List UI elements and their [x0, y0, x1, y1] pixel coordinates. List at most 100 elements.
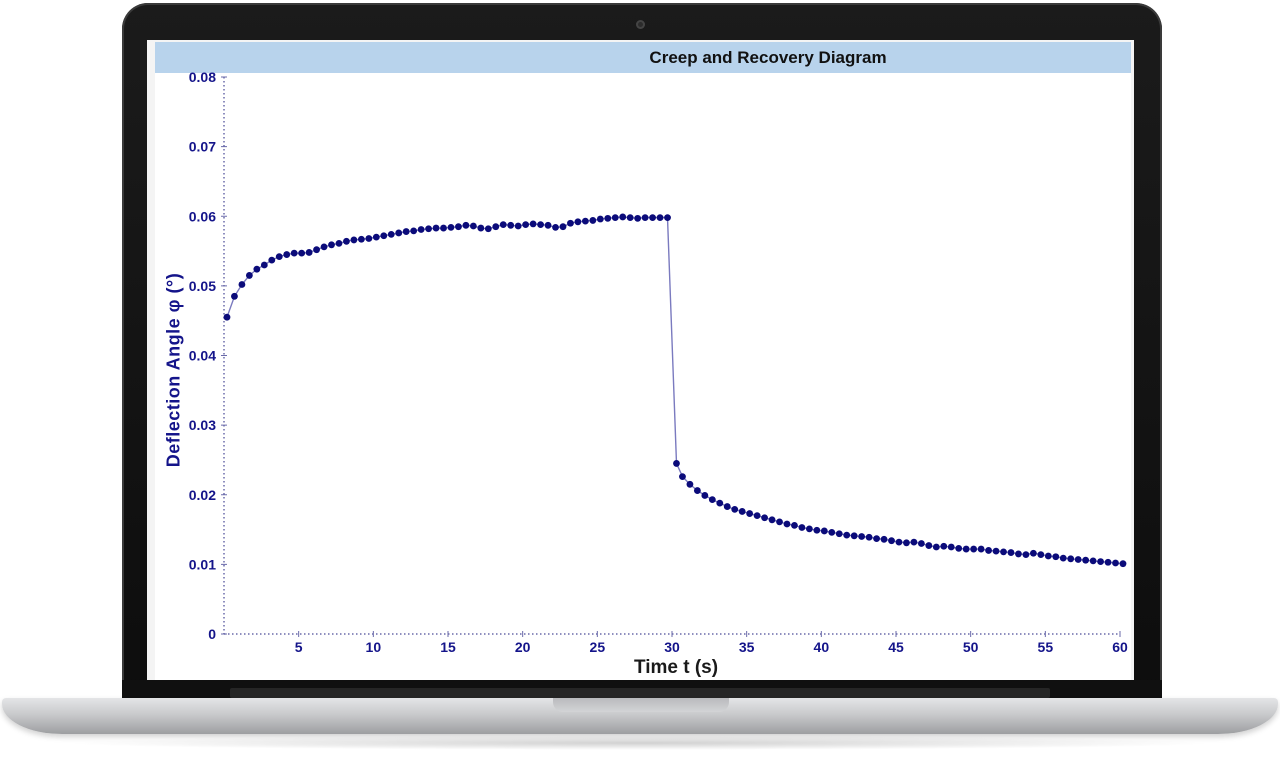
data-point [290, 249, 298, 257]
data-point [932, 543, 940, 551]
data-point [529, 220, 537, 228]
x-tick-label: 30 [664, 639, 680, 655]
x-axis-label: Time t (s) [633, 657, 719, 678]
data-point [641, 214, 649, 222]
data-point [723, 503, 731, 510]
data-point [895, 538, 903, 546]
data-point [686, 480, 694, 488]
laptop-opening-notch [553, 698, 729, 712]
data-point [761, 514, 768, 522]
data-point [589, 217, 597, 224]
data-point [903, 539, 910, 547]
data-point [432, 224, 440, 232]
data-point [507, 221, 515, 229]
plot-background [155, 73, 1131, 680]
data-point [746, 510, 754, 517]
data-point [753, 512, 761, 520]
data-point [1082, 556, 1090, 564]
data-point [1015, 550, 1022, 558]
data-point [985, 547, 992, 554]
data-point [268, 256, 276, 264]
data-point [858, 533, 866, 540]
y-tick-label: 0.02 [189, 487, 216, 503]
data-point [328, 241, 335, 249]
data-point [865, 533, 873, 541]
data-point [275, 253, 283, 261]
data-point [977, 545, 985, 553]
data-point [731, 505, 739, 513]
laptop-shadow [60, 736, 1220, 750]
data-point [447, 223, 455, 231]
data-point [805, 525, 813, 533]
data-point [888, 537, 895, 545]
data-point [313, 246, 320, 254]
data-point [940, 542, 948, 550]
x-tick-label: 5 [295, 639, 303, 655]
data-point [992, 547, 1000, 555]
y-tick-label: 0.08 [189, 69, 216, 85]
data-point [1007, 549, 1015, 556]
x-tick-label: 35 [739, 639, 755, 655]
data-point [970, 545, 978, 553]
data-point [283, 251, 291, 258]
data-point [357, 235, 365, 243]
data-point [962, 545, 970, 553]
data-point [522, 221, 530, 229]
x-tick-label: 60 [1112, 639, 1128, 655]
data-point [245, 272, 253, 279]
data-point [634, 214, 642, 222]
data-point [917, 540, 925, 547]
data-point [350, 236, 358, 244]
data-point [1074, 556, 1082, 563]
data-point [455, 223, 462, 231]
y-tick-label: 0.05 [189, 278, 216, 294]
y-tick-label: 0.07 [189, 139, 216, 155]
data-point [1029, 549, 1037, 557]
laptop-screen: Creep and Recovery Diagram [147, 40, 1134, 680]
x-tick-label: 20 [515, 639, 531, 655]
y-tick-label: 0.06 [189, 208, 216, 224]
x-tick-label: 15 [440, 639, 456, 655]
data-point [544, 221, 552, 229]
data-point [514, 222, 522, 230]
data-point [656, 214, 664, 222]
data-point [649, 214, 656, 222]
data-point [253, 265, 261, 273]
data-point [776, 518, 783, 526]
data-point [440, 224, 447, 232]
data-point [581, 217, 589, 225]
data-point [701, 492, 709, 499]
data-point [559, 223, 567, 231]
y-tick-label: 0 [208, 626, 216, 642]
data-point [716, 499, 724, 507]
data-point [679, 473, 686, 481]
data-point [484, 225, 492, 233]
data-point [1097, 558, 1104, 565]
chart-title: Creep and Recovery Diagram [649, 47, 887, 67]
data-point [768, 516, 776, 524]
data-point [1067, 555, 1075, 563]
data-point [813, 526, 821, 534]
data-point [791, 521, 798, 529]
data-point [693, 487, 701, 494]
data-point [395, 229, 403, 237]
data-point [1059, 554, 1067, 562]
data-point [828, 528, 836, 536]
data-point [335, 240, 343, 247]
data-point [619, 213, 627, 221]
data-point [567, 219, 574, 227]
chart-title-bar: Creep and Recovery Diagram [155, 42, 1131, 73]
data-point [402, 228, 410, 235]
data-point [664, 214, 671, 222]
data-point [1044, 552, 1052, 560]
camera-icon [636, 20, 645, 29]
y-tick-label: 0.03 [189, 417, 216, 433]
data-point [1112, 559, 1119, 567]
y-tick-label: 0.04 [189, 348, 216, 364]
x-tick-label: 50 [963, 639, 979, 655]
data-point [298, 249, 306, 257]
data-point [238, 281, 246, 288]
data-point [843, 531, 851, 539]
data-point [850, 532, 858, 540]
